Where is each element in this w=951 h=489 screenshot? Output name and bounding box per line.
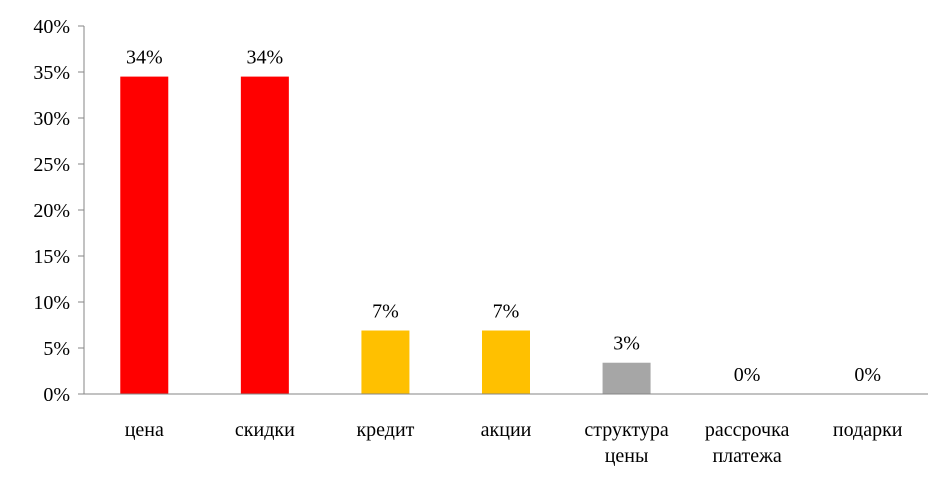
y-tick-label: 30% <box>33 108 70 130</box>
x-axis: цена скидки кредит акции структура цены рассро… <box>84 393 928 467</box>
x-tick-label: цены <box>605 445 649 467</box>
x-tick-label: рассрочка <box>705 419 790 441</box>
x-tick-label: кредит <box>356 419 414 441</box>
bar <box>361 330 410 394</box>
y-tick-label: 25% <box>33 154 70 176</box>
bars <box>120 76 651 394</box>
data-labels: 34% 34% 7% 7% 3% 0% 0% <box>126 47 881 386</box>
bar <box>602 362 651 394</box>
data-label: 7% <box>493 301 520 323</box>
bar <box>120 76 169 394</box>
bar <box>482 330 530 394</box>
x-tick-label: цена <box>125 419 164 441</box>
x-tick-label: структура <box>584 419 669 441</box>
y-tick-label: 10% <box>33 292 70 314</box>
y-tick-label: 40% <box>33 16 70 38</box>
y-tick-label: 20% <box>33 200 70 222</box>
x-tick-label: скидки <box>235 419 295 441</box>
x-tick-label: платежа <box>712 445 781 467</box>
bar <box>240 76 289 394</box>
data-label: 34% <box>126 47 163 69</box>
data-label: 7% <box>372 301 399 323</box>
y-tick-label: 5% <box>43 338 70 360</box>
x-tick-label: акции <box>481 419 532 441</box>
y-axis: 0% 5% 10% 15% 20% 25% 30% 35% 40% <box>33 16 85 406</box>
data-label: 3% <box>613 333 640 355</box>
y-tick-label: 35% <box>33 62 70 84</box>
y-tick-label: 15% <box>33 246 70 268</box>
data-label: 0% <box>854 364 881 386</box>
y-tick-label: 0% <box>43 384 70 406</box>
data-label: 0% <box>734 364 761 386</box>
data-label: 34% <box>247 47 284 69</box>
x-tick-label: подарки <box>833 419 903 441</box>
